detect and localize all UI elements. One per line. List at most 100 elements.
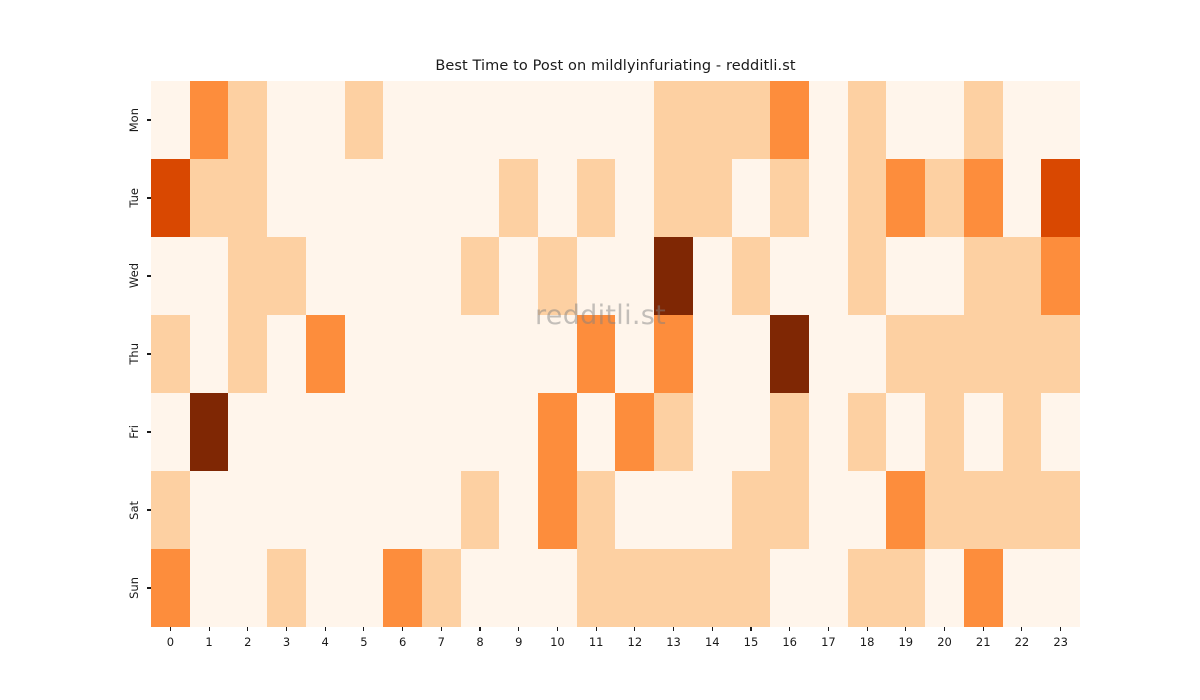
heatmap-cell (886, 159, 926, 237)
x-tick-11: 11 (577, 627, 616, 649)
heatmap-cell (963, 471, 1003, 549)
x-tick-mark (1021, 627, 1023, 631)
heatmap-cell (692, 159, 732, 237)
heatmap-grid (151, 81, 1080, 627)
heatmap-cell (1002, 471, 1042, 549)
heatmap-cell (1041, 471, 1080, 549)
heatmap-cell (460, 393, 500, 471)
heatmap-cell (383, 81, 422, 159)
heatmap-cell (538, 81, 577, 159)
x-tick-label: 10 (550, 635, 565, 649)
heatmap-cell (615, 549, 655, 627)
heatmap-cell (267, 549, 306, 627)
heatmap-cell (847, 237, 887, 315)
heatmap-cell (383, 471, 422, 549)
y-tick-fri: Fri (0, 393, 151, 471)
heatmap-cell (267, 393, 306, 471)
y-tick-label: Fri (127, 425, 141, 439)
heatmap-cell (847, 471, 887, 549)
x-tick-21: 21 (964, 627, 1003, 649)
heatmap-cell (925, 393, 964, 471)
heatmap-cell (731, 471, 771, 549)
y-tick-mark (147, 353, 151, 355)
heatmap-cell (1041, 159, 1080, 237)
heatmap-cell (576, 315, 616, 393)
heatmap-cell (267, 315, 306, 393)
heatmap-cell (499, 315, 539, 393)
heatmap-cell (925, 237, 964, 315)
x-tick-mark (750, 627, 752, 631)
heatmap-cell (731, 159, 771, 237)
heatmap-cell (692, 81, 732, 159)
heatmap-cell (770, 393, 810, 471)
heatmap-cell (228, 159, 268, 237)
x-tick-label: 7 (437, 635, 445, 649)
heatmap-cell (189, 237, 229, 315)
heatmap-cell (654, 81, 693, 159)
heatmap-cell (189, 315, 229, 393)
x-tick-label: 12 (627, 635, 643, 649)
heatmap-cell (499, 549, 539, 627)
x-tick-mark (673, 627, 675, 631)
heatmap-cell (305, 315, 345, 393)
y-tick-sat: Sat (0, 471, 151, 549)
x-tick-label: 3 (282, 635, 291, 649)
x-tick-mark (982, 627, 984, 631)
heatmap-cell (267, 237, 306, 315)
heatmap-cell (847, 159, 887, 237)
y-tick-label: Wed (127, 263, 141, 289)
x-tick-23: 23 (1041, 627, 1080, 649)
y-tick-sun: Sun (0, 549, 151, 627)
y-tick-wed: Wed (0, 237, 151, 315)
heatmap-cell (151, 471, 190, 549)
x-tick-mark (595, 627, 597, 631)
x-tick-14: 14 (693, 627, 732, 649)
x-tick-mark (827, 627, 829, 631)
heatmap-cell (731, 315, 771, 393)
heatmap-cell (344, 237, 384, 315)
heatmap-cell (615, 159, 655, 237)
heatmap-cell (344, 549, 384, 627)
heatmap-cell (499, 237, 539, 315)
heatmap-cell (344, 81, 384, 159)
heatmap-cell (847, 549, 887, 627)
heatmap-cell (305, 159, 345, 237)
y-tick-tue: Tue (0, 159, 151, 237)
x-tick-1: 1 (190, 627, 229, 649)
heatmap-cell (1041, 237, 1080, 315)
heatmap-cell (925, 471, 964, 549)
heatmap-cell (460, 237, 500, 315)
x-tick-label: 20 (937, 635, 952, 649)
heatmap-cell (692, 393, 732, 471)
x-tick-label: 2 (244, 635, 252, 649)
heatmap-cell (925, 549, 964, 627)
x-tick-2: 2 (228, 627, 267, 649)
y-tick-mon: Mon (0, 81, 151, 159)
x-tick-label: 21 (975, 635, 991, 649)
heatmap-cell (692, 237, 732, 315)
x-tick-label: 14 (704, 635, 720, 649)
heatmap-cell (538, 393, 577, 471)
y-tick-mark (147, 509, 151, 511)
x-tick-label: 19 (898, 635, 914, 649)
heatmap-cell (305, 237, 345, 315)
heatmap-cell (189, 471, 229, 549)
heatmap-cell (963, 237, 1003, 315)
heatmap-cell (267, 471, 306, 549)
heatmap-cell (538, 159, 577, 237)
heatmap-cell (228, 315, 268, 393)
heatmap-cell (731, 81, 771, 159)
heatmap-cell (1002, 81, 1042, 159)
heatmap-cell (770, 315, 810, 393)
heatmap-cell (886, 549, 926, 627)
x-tick-16: 16 (770, 627, 809, 649)
heatmap-cell (267, 159, 306, 237)
x-tick-mark (479, 627, 481, 631)
y-tick-label: Sat (127, 500, 141, 520)
heatmap-cell (228, 393, 268, 471)
heatmap-cell (499, 393, 539, 471)
heatmap-cell (1002, 549, 1042, 627)
heatmap-cell (189, 549, 229, 627)
x-tick-label: 17 (821, 635, 836, 649)
x-tick-20: 20 (925, 627, 964, 649)
